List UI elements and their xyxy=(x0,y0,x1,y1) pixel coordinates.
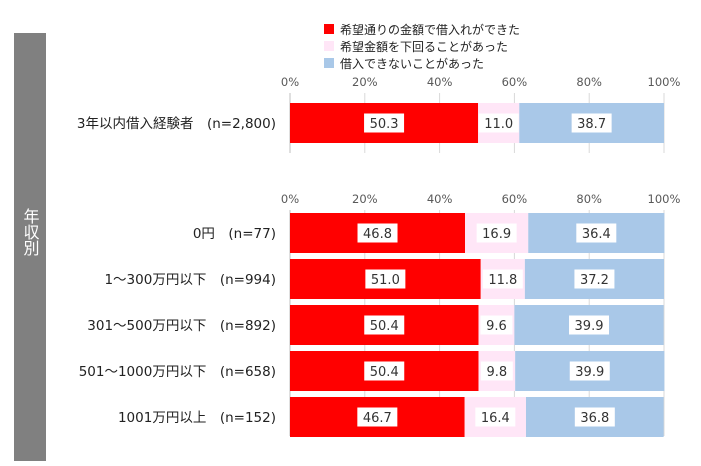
data-label-box xyxy=(365,269,406,289)
category-label: 0円 (n=77) xyxy=(193,226,276,242)
data-label-box xyxy=(574,407,615,427)
data-label: 37.2 xyxy=(580,273,609,288)
legend-entry-label: 希望金額を下回ることがあった xyxy=(340,39,508,54)
data-label-box xyxy=(475,407,516,427)
data-label-box xyxy=(476,223,517,243)
data-label-box xyxy=(480,361,513,381)
data-label-box xyxy=(364,113,405,133)
data-label: 16.9 xyxy=(482,227,511,242)
data-label-box xyxy=(574,269,615,289)
category-label: 301～500万円以下 (n=892) xyxy=(87,318,276,334)
data-label: 16.4 xyxy=(481,411,510,426)
data-label: 38.7 xyxy=(577,117,606,132)
legend-swatch-red xyxy=(324,24,334,34)
data-label: 9.8 xyxy=(486,365,507,380)
data-label-box xyxy=(364,361,405,381)
category-label: 3年以内借入経験者 (n=2,800) xyxy=(77,116,276,132)
data-label-box xyxy=(569,315,610,335)
legend-swatch-pink xyxy=(324,41,334,51)
x-tick-label: 80% xyxy=(576,192,602,206)
data-label-box xyxy=(478,113,519,133)
data-label: 39.9 xyxy=(575,319,604,334)
category-label: 1～300万円以下 (n=994) xyxy=(104,272,276,288)
data-label: 11.0 xyxy=(484,117,513,132)
legend-swatch-blue xyxy=(324,58,334,68)
side-category-band xyxy=(14,33,46,461)
category-label: 1001万円以上 (n=152) xyxy=(118,410,276,426)
x-tick-label: 0% xyxy=(281,75,299,89)
x-tick-label: 60% xyxy=(502,75,528,89)
data-label: 36.4 xyxy=(582,227,611,242)
legend-entry-label: 希望通りの金額で借入れができた xyxy=(340,22,520,37)
data-label: 50.4 xyxy=(370,365,399,380)
data-label: 46.7 xyxy=(363,411,392,426)
data-label-box xyxy=(482,269,523,289)
data-label: 46.8 xyxy=(363,227,392,242)
data-label: 9.6 xyxy=(486,319,507,334)
x-tick-label: 60% xyxy=(502,192,528,206)
x-tick-label: 20% xyxy=(352,75,378,89)
data-label-box xyxy=(576,223,617,243)
data-label-box xyxy=(357,223,398,243)
side-category-label: 年収別 xyxy=(21,208,40,257)
data-label: 36.8 xyxy=(580,411,609,426)
data-label: 50.4 xyxy=(370,319,399,334)
data-label: 50.3 xyxy=(370,117,399,132)
x-tick-label: 100% xyxy=(648,192,681,206)
data-label-box xyxy=(480,315,513,335)
x-tick-label: 0% xyxy=(281,192,299,206)
data-label: 39.9 xyxy=(575,365,604,380)
category-label: 501～1000万円以下 (n=658) xyxy=(79,364,276,380)
data-label-box xyxy=(357,407,398,427)
x-tick-label: 40% xyxy=(427,192,453,206)
data-label-box xyxy=(364,315,405,335)
x-tick-label: 40% xyxy=(427,75,453,89)
legend-entry-label: 借入できないことがあった xyxy=(340,56,484,71)
x-tick-label: 20% xyxy=(352,192,378,206)
plot-area: 0% 20% 40% 60% 80% 100% 3年以内借入経験者 (n=2,800) 50.… xyxy=(77,75,681,437)
data-label: 11.8 xyxy=(488,273,517,288)
x-tick-label: 80% xyxy=(576,75,602,89)
data-label-box xyxy=(571,113,612,133)
data-label: 51.0 xyxy=(371,273,400,288)
x-tick-label: 100% xyxy=(648,75,681,89)
legend: 希望通りの金額で借入れができた 希望金額を下回ることがあった 借入できないことが… xyxy=(324,22,520,71)
data-label-box xyxy=(569,361,610,381)
